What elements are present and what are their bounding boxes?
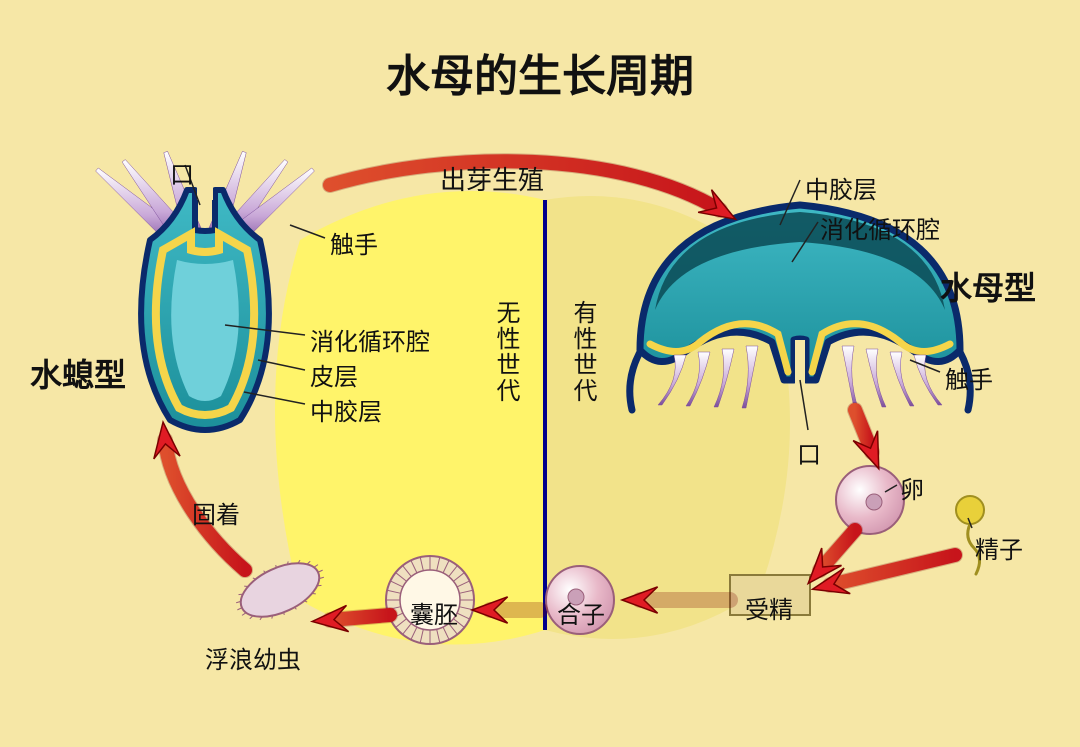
label-budding: 出芽生殖: [440, 160, 544, 197]
label-medusa-type: 水母型: [940, 263, 1036, 309]
diagram-svg: [0, 0, 1080, 747]
label-mouth-polyp: 口: [170, 155, 194, 190]
diagram-stage: 水母的生长周期 水螅型 水母型 口 触手 消化循环腔 皮层 中胶层 出芽生殖 无…: [0, 0, 1080, 747]
diagram-title: 水母的生长周期: [0, 40, 1080, 104]
label-gvc-polyp: 消化循环腔: [310, 322, 430, 357]
label-sexual-gen: 有性世代: [565, 300, 600, 404]
label-asexual-gen: 无性世代: [488, 300, 523, 404]
label-tentacle-polyp: 触手: [330, 225, 378, 260]
label-gvc-medusa: 消化循环腔: [820, 210, 940, 245]
label-polyp-type: 水螅型: [30, 350, 126, 396]
label-blastula: 囊胚: [410, 595, 458, 630]
label-epidermis: 皮层: [310, 357, 358, 392]
label-planula: 浮浪幼虫: [205, 640, 301, 675]
label-egg: 卵: [900, 470, 924, 505]
label-settle: 固着: [192, 495, 240, 530]
label-mouth-medusa: 口: [797, 435, 821, 470]
sperm-icon: [956, 496, 984, 524]
label-fertilization: 受精: [745, 590, 793, 625]
label-tentacle-medusa: 触手: [945, 360, 993, 395]
label-zygote: 合子: [557, 595, 605, 630]
label-sperm: 精子: [975, 530, 1023, 565]
label-mesoglea-polyp: 中胶层: [310, 392, 382, 427]
label-mesoglea-medusa: 中胶层: [805, 170, 877, 205]
